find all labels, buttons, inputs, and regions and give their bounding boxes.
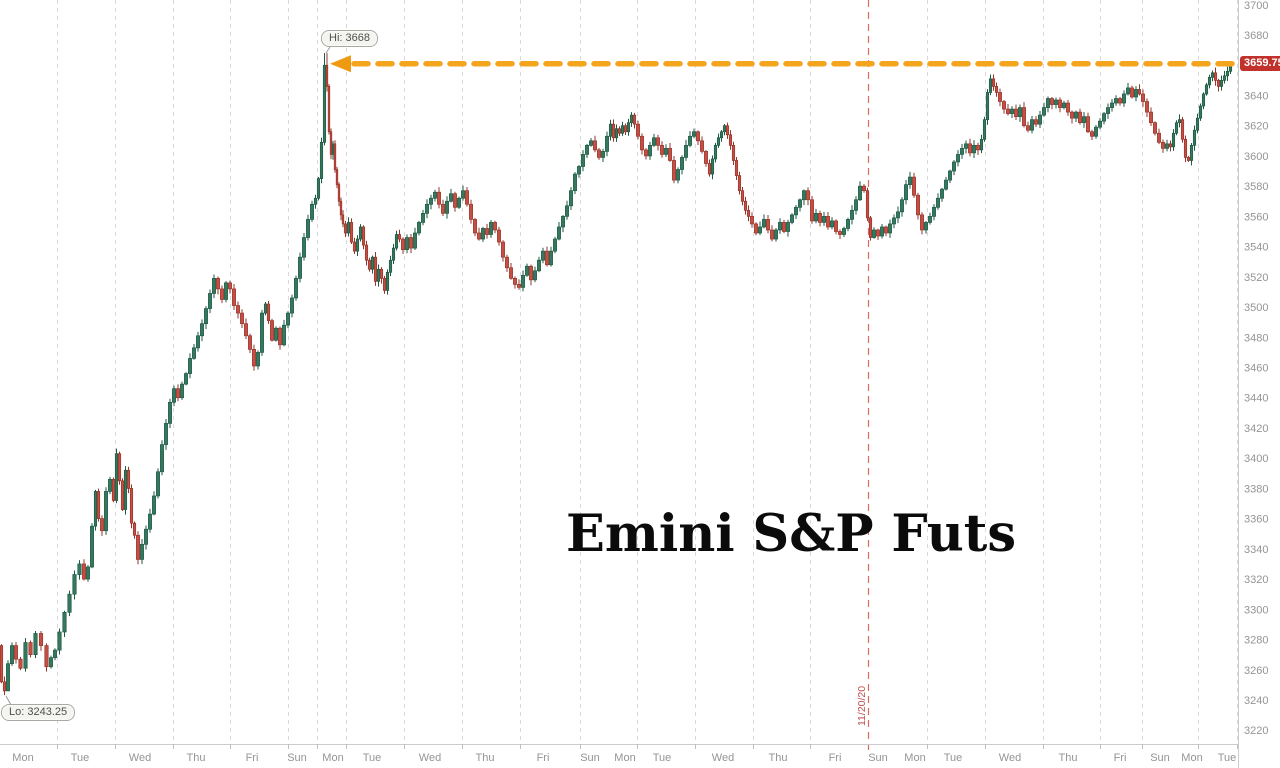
high-reference-line — [330, 55, 1240, 73]
x-tick-label: Tue — [944, 752, 963, 764]
x-tick-label: Thu — [187, 752, 206, 764]
x-tick-label: Mon — [322, 752, 343, 764]
x-tick-label: Fri — [246, 752, 259, 764]
y-tick-label: 3400 — [1244, 453, 1268, 465]
date-marker-label: 11/20/20 — [856, 686, 868, 726]
callout-connectors — [5, 46, 331, 706]
low-callout: Lo: 3243.25 — [1, 704, 76, 721]
x-tick-label: Thu — [1059, 752, 1078, 764]
date-marker-line: 11/20/20 — [856, 0, 870, 750]
x-axis-labels: Mon Tue Wed Thu Fri Sun Mon Tue Wed Thu Fri Sun Mon T… — [12, 752, 1236, 764]
y-tick-label: 3360 — [1244, 514, 1268, 526]
y-tick-label: 3700 — [1244, 0, 1268, 12]
chart-title-watermark: Emini S&P Futs — [566, 504, 1017, 564]
x-tick-label: Tue — [363, 752, 382, 764]
x-tick-label: Fri — [1114, 752, 1127, 764]
x-tick-label: Sun — [580, 752, 600, 764]
x-tick-label: Fri — [829, 752, 842, 764]
y-tick-label: 3340 — [1244, 544, 1268, 556]
y-tick-label: 3480 — [1244, 332, 1268, 344]
y-axis-labels: 3700368036603640362036003580356035403520… — [1244, 0, 1268, 737]
x-tick-label: Tue — [653, 752, 672, 764]
y-tick-label: 3620 — [1244, 121, 1268, 133]
y-tick-label: 3560 — [1244, 211, 1268, 223]
x-tick-label: Wed — [712, 752, 734, 764]
y-tick-label: 3600 — [1244, 151, 1268, 163]
y-tick-label: 3220 — [1244, 725, 1268, 737]
x-tick-label: Tue — [71, 752, 90, 764]
x-tick-label: Wed — [999, 752, 1021, 764]
y-tick-label: 3640 — [1244, 90, 1268, 102]
y-tick-label: 3280 — [1244, 635, 1268, 647]
y-tick-label: 3420 — [1244, 423, 1268, 435]
x-tick-label: Wed — [419, 752, 441, 764]
y-tick-label: 3320 — [1244, 574, 1268, 586]
y-tick-label: 3440 — [1244, 393, 1268, 405]
x-tick-label: Thu — [476, 752, 495, 764]
x-tick-label: Tue — [1218, 752, 1237, 764]
candlestick-series — [0, 53, 1233, 696]
x-tick-label: Mon — [1181, 752, 1202, 764]
y-tick-label: 3580 — [1244, 181, 1268, 193]
y-tick-label: 3540 — [1244, 242, 1268, 254]
y-tick-label: 3300 — [1244, 604, 1268, 616]
y-tick-label: 3260 — [1244, 665, 1268, 677]
last-price-badge: 3659.75 — [1240, 56, 1280, 71]
x-tick-label: Mon — [12, 752, 33, 764]
y-tick-label: 3520 — [1244, 272, 1268, 284]
axes — [0, 0, 1239, 768]
x-tick-label: Fri — [537, 752, 550, 764]
y-tick-label: 3680 — [1244, 30, 1268, 42]
x-tick-label: Sun — [868, 752, 888, 764]
y-tick-label: 3500 — [1244, 302, 1268, 314]
x-tick-label: Mon — [904, 752, 925, 764]
x-tick-label: Mon — [614, 752, 635, 764]
y-tick-label: 3460 — [1244, 363, 1268, 375]
x-tick-label: Wed — [129, 752, 151, 764]
x-tick-label: Sun — [1150, 752, 1170, 764]
high-callout: Hi: 3668 — [321, 30, 378, 47]
arrowhead-icon — [330, 55, 351, 73]
y-tick-label: 3240 — [1244, 695, 1268, 707]
x-tick-label: Sun — [287, 752, 307, 764]
x-tick-label: Thu — [769, 752, 788, 764]
y-tick-label: 3380 — [1244, 483, 1268, 495]
